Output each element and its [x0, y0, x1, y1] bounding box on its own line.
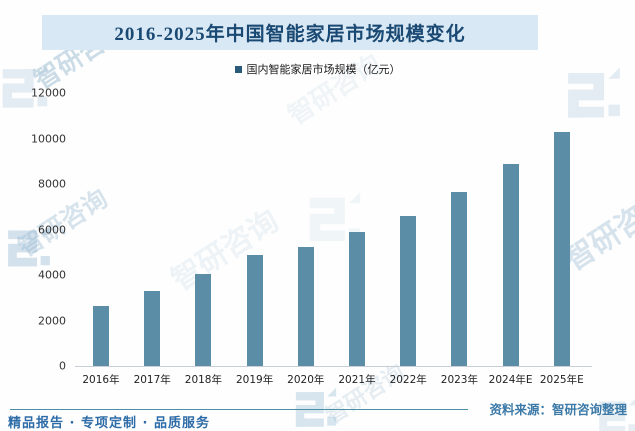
x-axis-tick-label: 2021年: [338, 374, 376, 386]
legend-label: 国内智能家居市场规模（亿元）: [246, 63, 401, 76]
x-axis-tick-label: 2020年: [287, 374, 325, 386]
x-axis-tick-label: 2017年: [133, 374, 171, 386]
chart-title-band: 2016-2025年中国智能家居市场规模变化: [42, 15, 538, 50]
x-axis-tick-label: 2025年E: [539, 374, 584, 386]
y-axis-tick-label: 12000: [31, 86, 66, 100]
x-axis-tick-label: 2023年: [440, 374, 478, 386]
bar-2022年: [400, 215, 417, 366]
y-axis-tick-label: 4000: [38, 268, 66, 282]
bar-2024年E: [502, 163, 519, 366]
legend-marker-icon: [234, 65, 242, 73]
bar-2019年: [246, 254, 263, 366]
y-axis-tick-label: 8000: [38, 177, 66, 191]
x-axis-tick-label: 2018年: [184, 374, 222, 386]
bar-2020年: [297, 246, 314, 366]
y-axis-tick-label: 6000: [38, 223, 66, 236]
bar-2023年: [451, 191, 468, 366]
x-axis-tick-label: 2019年: [235, 374, 274, 386]
bar-2017年: [144, 290, 161, 366]
bar-2016年: [93, 305, 109, 366]
y-axis-tick-label: 0: [59, 359, 66, 373]
chart-title: 2016-2025年中国智能家居市场规模变化: [114, 24, 466, 45]
x-axis-line: [75, 366, 592, 367]
footer-divider: [10, 409, 468, 410]
bar-2025年E: [553, 131, 570, 366]
x-axis-tick-label: 2022年: [389, 374, 427, 386]
y-axis-tick-label: 2000: [38, 314, 66, 327]
data-source-note: 资料来源：智研咨询整理: [489, 402, 627, 417]
bar-2018年: [195, 273, 212, 366]
x-axis-tick-label: 2024年E: [488, 374, 533, 386]
bar-2021年: [349, 231, 365, 366]
legend: 国内智能家居市场规模（亿元）: [0, 61, 635, 77]
x-axis-tick-label: 2016年: [82, 374, 120, 386]
footer-slogan: 精品报告 · 专项定制 · 品质服务: [8, 416, 210, 431]
y-axis-tick-label: 10000: [31, 132, 66, 145]
